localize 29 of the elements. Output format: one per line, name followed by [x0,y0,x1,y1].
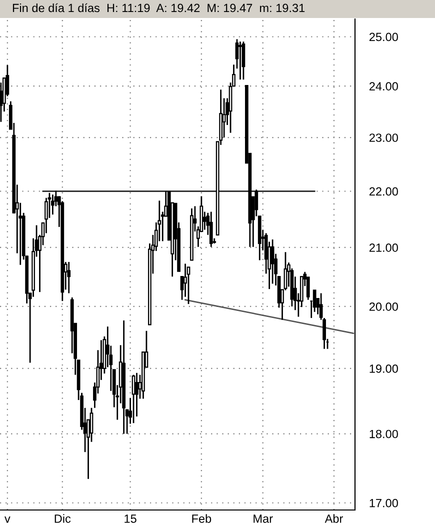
candlestick [209,211,213,248]
candlestick [0,82,3,123]
x-tick-label: Abr [324,514,343,523]
candlestick [270,238,274,284]
y-tick-label: 23.00 [369,134,398,142]
candlestick [135,372,138,418]
x-tick-label: v [4,516,10,523]
x-tick-label: Mar [254,514,273,523]
candlestick [132,374,136,424]
x-tick-label: Dic [54,514,71,523]
y-tick-label: 25.00 [369,32,398,42]
candlestick [242,40,246,80]
candlestick [51,194,54,216]
candlestick [90,407,94,443]
candlestick [238,40,242,80]
candlestick [186,266,190,305]
x-tick-label: Feb [192,514,212,523]
y-tick-label: 21.00 [369,244,398,252]
y-tick-label: 22.00 [369,187,398,196]
y-tick-label: 17.00 [370,498,398,508]
y-tick-label: 19.00 [370,364,398,373]
candlestick [222,98,226,138]
y-tick-label: 20.00 [369,302,398,311]
y-tick-label: 18.00 [370,430,398,438]
candlestick [67,261,71,294]
y-tick-label: 24.00 [369,82,398,90]
chart-title: Fin de día 1 días H: 11:19 A: 19.42 M: 19.47 m: 19.31 [12,3,305,12]
x-tick-label: 15 [124,514,136,523]
candlestick [44,197,48,234]
